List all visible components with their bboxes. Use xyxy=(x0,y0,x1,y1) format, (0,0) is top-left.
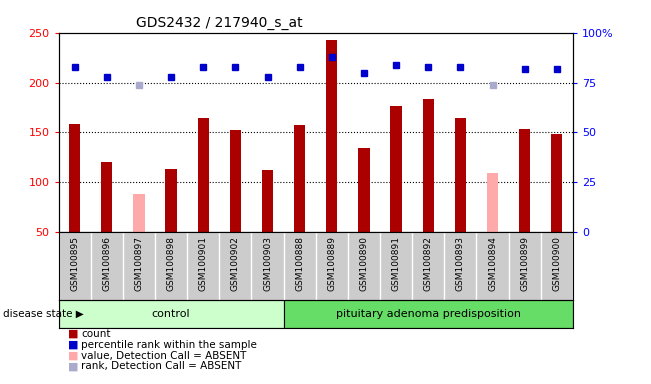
Bar xyxy=(551,134,562,232)
Text: GSM100893: GSM100893 xyxy=(456,236,465,291)
Bar xyxy=(101,162,113,232)
Bar xyxy=(165,169,176,232)
Text: GSM100895: GSM100895 xyxy=(70,236,79,291)
Text: GSM100903: GSM100903 xyxy=(263,236,272,291)
Text: GSM100889: GSM100889 xyxy=(327,236,337,291)
Text: GSM100894: GSM100894 xyxy=(488,236,497,291)
Text: GSM100892: GSM100892 xyxy=(424,236,433,291)
Text: GSM100900: GSM100900 xyxy=(552,236,561,291)
Text: pituitary adenoma predisposition: pituitary adenoma predisposition xyxy=(336,309,521,319)
Bar xyxy=(391,106,402,232)
Text: count: count xyxy=(81,329,111,339)
Text: ■: ■ xyxy=(68,351,79,361)
Text: GSM100897: GSM100897 xyxy=(135,236,143,291)
Text: ■: ■ xyxy=(68,340,79,350)
Bar xyxy=(294,126,305,232)
Bar xyxy=(519,129,531,232)
Bar xyxy=(284,300,573,328)
Bar xyxy=(358,149,370,232)
Text: GSM100902: GSM100902 xyxy=(231,236,240,291)
Text: disease state ▶: disease state ▶ xyxy=(3,309,84,319)
Text: control: control xyxy=(152,309,190,319)
Text: GSM100898: GSM100898 xyxy=(167,236,176,291)
Bar xyxy=(262,170,273,232)
Bar xyxy=(455,118,466,232)
Bar xyxy=(133,194,145,232)
Bar xyxy=(198,118,209,232)
Text: GSM100890: GSM100890 xyxy=(359,236,368,291)
Text: percentile rank within the sample: percentile rank within the sample xyxy=(81,340,257,350)
Bar xyxy=(326,40,337,232)
Text: GDS2432 / 217940_s_at: GDS2432 / 217940_s_at xyxy=(135,16,302,30)
Text: GSM100901: GSM100901 xyxy=(199,236,208,291)
Text: rank, Detection Call = ABSENT: rank, Detection Call = ABSENT xyxy=(81,361,242,371)
Text: GSM100896: GSM100896 xyxy=(102,236,111,291)
Bar xyxy=(487,174,498,232)
Text: GSM100888: GSM100888 xyxy=(295,236,304,291)
Bar xyxy=(230,131,241,232)
Text: ■: ■ xyxy=(68,329,79,339)
Text: value, Detection Call = ABSENT: value, Detection Call = ABSENT xyxy=(81,351,247,361)
Text: GSM100899: GSM100899 xyxy=(520,236,529,291)
Bar xyxy=(69,124,80,232)
Text: ■: ■ xyxy=(68,361,79,371)
Bar xyxy=(422,99,434,232)
Bar xyxy=(59,300,284,328)
Text: GSM100891: GSM100891 xyxy=(392,236,400,291)
